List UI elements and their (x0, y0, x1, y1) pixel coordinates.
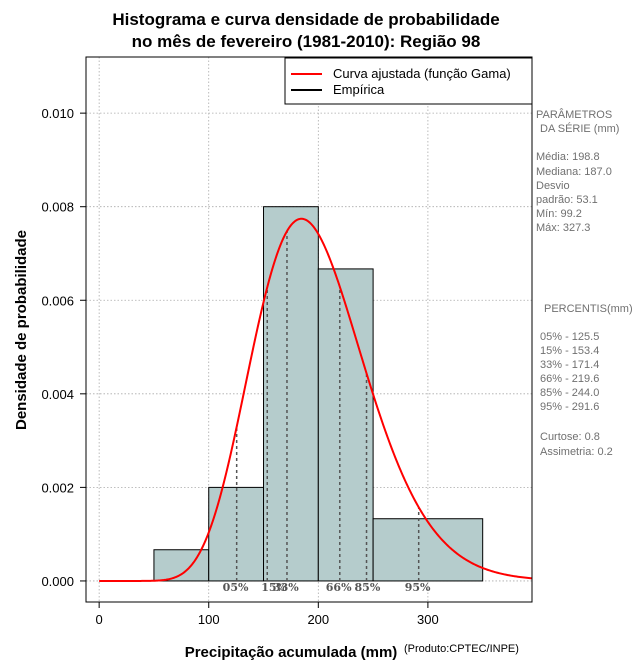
x-tick-label-3: 300 (417, 612, 439, 627)
param-max: Máx: 327.3 (536, 222, 590, 234)
x-tick-label-1: 100 (198, 612, 220, 627)
percentile-label-85: 85% (355, 581, 381, 594)
percentile-label-33: 33% (273, 581, 299, 594)
percentile-label-05: 05% (223, 581, 249, 594)
param-media: Média: 198.8 (536, 151, 600, 163)
histogram-bar-3 (317, 268, 374, 582)
y-tick-label-1: 0.002 (41, 480, 74, 495)
y-axis-label: Densidade de probabilidade (13, 230, 30, 430)
gamma-curve-layer (99, 217, 533, 582)
gamma-fit-curve (99, 217, 533, 582)
plot-frame (85, 56, 533, 603)
percentil-05: 05% - 125.5 (540, 331, 599, 343)
side-panel: PARÂMETROS DA SÉRIE (mm) Média: 198.8 Me… (536, 108, 633, 458)
axes: 0 100 200 300 0.000 0.002 0.004 0.006 0.008 0.010 (41, 106, 438, 627)
percentil-85: 85% - 244.0 (540, 387, 599, 399)
x-axis-label: Precipitação acumulada (mm) (185, 644, 398, 660)
legend-label-empirical: Empírica (333, 82, 385, 97)
y-tick-label-5: 0.010 (41, 106, 74, 121)
stat-assimetria: Assimetria: 0.2 (540, 446, 613, 458)
param-min: Mín: 99.2 (536, 208, 582, 220)
stat-curtose: Curtose: 0.8 (540, 431, 600, 443)
credit-label: (Produto:CPTEC/INPE) (404, 643, 519, 655)
param-desvio: Desvio (536, 180, 570, 192)
legend: Curva ajustada (função Gama) Empírica (284, 57, 533, 105)
param-padrao: padrão: 53.1 (536, 194, 598, 206)
y-tick-label-4: 0.008 (41, 200, 74, 215)
chart-title-line2: no mês de fevereiro (1981-2010): Região … (132, 32, 481, 51)
percentile-label-95: 95% (405, 581, 431, 594)
percentil-95: 95% - 291.6 (540, 401, 599, 413)
params-title-1: PARÂMETROS (536, 108, 612, 121)
percentis-title: PERCENTIS(mm) (544, 303, 633, 315)
histogram-bar-2 (263, 206, 319, 582)
x-tick-label-2: 200 (307, 612, 329, 627)
legend-box (284, 57, 533, 105)
param-mediana: Mediana: 187.0 (536, 166, 612, 178)
percentil-66: 66% - 219.6 (540, 373, 599, 385)
histogram-bar-4 (372, 518, 484, 582)
y-tick-label-3: 0.006 (41, 293, 74, 308)
y-tick-label-2: 0.004 (41, 387, 74, 402)
y-tick-label-0: 0.000 (41, 574, 74, 589)
histogram-bar-0 (153, 549, 210, 582)
percentil-33: 33% - 171.4 (540, 359, 599, 371)
percentil-15: 15% - 153.4 (540, 345, 599, 357)
legend-label-fit: Curva ajustada (função Gama) (333, 66, 511, 81)
chart-title-line1: Histograma e curva densidade de probabil… (112, 10, 499, 29)
percentile-label-15: 15% (261, 581, 287, 594)
percentile-markers: 05% 15%33% 66% 85% 95% (223, 231, 431, 594)
x-tick-label-0: 0 (96, 612, 103, 627)
percentile-label-66: 66% (326, 581, 352, 594)
params-title-2: DA SÉRIE (mm) (540, 122, 619, 135)
